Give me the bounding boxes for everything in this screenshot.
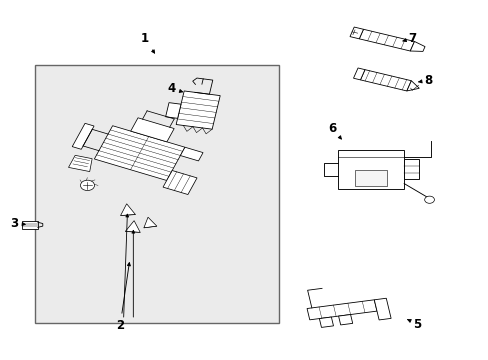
- Bar: [404, 159, 418, 179]
- Polygon shape: [163, 171, 197, 194]
- Bar: [35, 65, 278, 323]
- Polygon shape: [353, 68, 364, 80]
- Text: 4: 4: [167, 82, 182, 95]
- Polygon shape: [165, 103, 181, 118]
- Polygon shape: [406, 81, 418, 91]
- Polygon shape: [319, 317, 333, 327]
- Polygon shape: [68, 155, 92, 172]
- Polygon shape: [130, 118, 174, 142]
- Polygon shape: [360, 69, 410, 91]
- Polygon shape: [143, 217, 157, 228]
- Text: 3: 3: [10, 216, 25, 230]
- Polygon shape: [125, 221, 140, 232]
- Bar: [22, 221, 38, 229]
- Text: 6: 6: [327, 122, 341, 139]
- Polygon shape: [72, 123, 94, 149]
- Text: 2: 2: [116, 263, 130, 332]
- Bar: [338, 149, 404, 189]
- Polygon shape: [121, 204, 135, 216]
- Circle shape: [81, 180, 94, 190]
- Circle shape: [424, 196, 433, 203]
- Text: 7: 7: [402, 32, 416, 45]
- Bar: [355, 170, 386, 186]
- Polygon shape: [338, 315, 352, 325]
- Polygon shape: [349, 27, 363, 39]
- Text: 5: 5: [407, 318, 421, 331]
- Polygon shape: [373, 298, 390, 320]
- Polygon shape: [306, 300, 376, 320]
- Text: 8: 8: [418, 74, 432, 87]
- Polygon shape: [409, 41, 424, 51]
- Polygon shape: [180, 147, 203, 161]
- Polygon shape: [94, 126, 184, 180]
- Polygon shape: [176, 91, 220, 129]
- Polygon shape: [359, 29, 414, 51]
- Text: 1: 1: [140, 32, 154, 53]
